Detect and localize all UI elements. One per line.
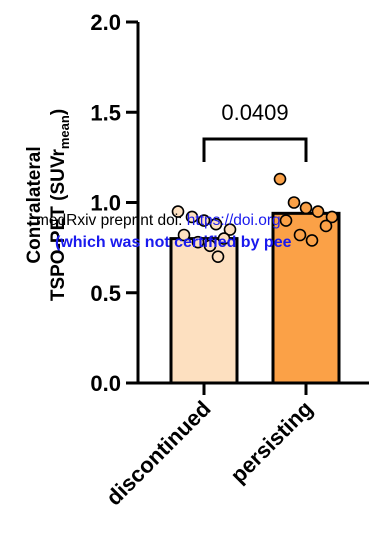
data-point	[279, 214, 293, 227]
y-tick-label: 2.0	[90, 10, 121, 35]
bar-discontinued	[169, 237, 239, 385]
y-tick-label: 0.0	[90, 371, 121, 396]
x-category-label: discontinued	[101, 396, 215, 510]
y-tick-label: 0.5	[90, 281, 121, 306]
data-point	[171, 205, 185, 218]
data-point	[299, 201, 313, 215]
data-point	[203, 239, 217, 253]
data-point	[177, 228, 191, 242]
x-category-label: persisting	[226, 396, 318, 488]
data-point	[209, 217, 223, 231]
data-point	[319, 219, 333, 233]
data-point	[223, 223, 237, 236]
data-point	[311, 205, 325, 218]
watermark-line2: (which was not certified by pee	[55, 234, 292, 251]
data-point	[273, 172, 287, 186]
watermark-line1: medRxiv preprint doi: https://doi.org	[36, 212, 281, 229]
data-point	[217, 232, 231, 245]
data-point	[191, 235, 205, 249]
y-axis-label-line2: TSPO-PET (SUVrmean)	[48, 109, 72, 301]
data-point	[185, 210, 199, 224]
data-points	[171, 172, 339, 263]
y-tick-label: 1.0	[90, 191, 121, 216]
data-point	[211, 250, 225, 263]
y-axis-label-line1: Contralateral	[24, 146, 45, 263]
data-point	[293, 228, 307, 242]
p-value-label: 0.0409	[221, 100, 288, 125]
data-point	[305, 234, 319, 247]
data-point	[287, 196, 301, 209]
x-axis-categories: discontinued persisting	[101, 396, 317, 510]
y-tick-label: 1.5	[90, 100, 121, 125]
significance-bracket	[202, 137, 308, 162]
data-point	[197, 214, 211, 227]
y-axis-ticks: 0.0 0.5 1.0 1.5 2.0	[90, 10, 138, 396]
data-point	[325, 210, 339, 224]
